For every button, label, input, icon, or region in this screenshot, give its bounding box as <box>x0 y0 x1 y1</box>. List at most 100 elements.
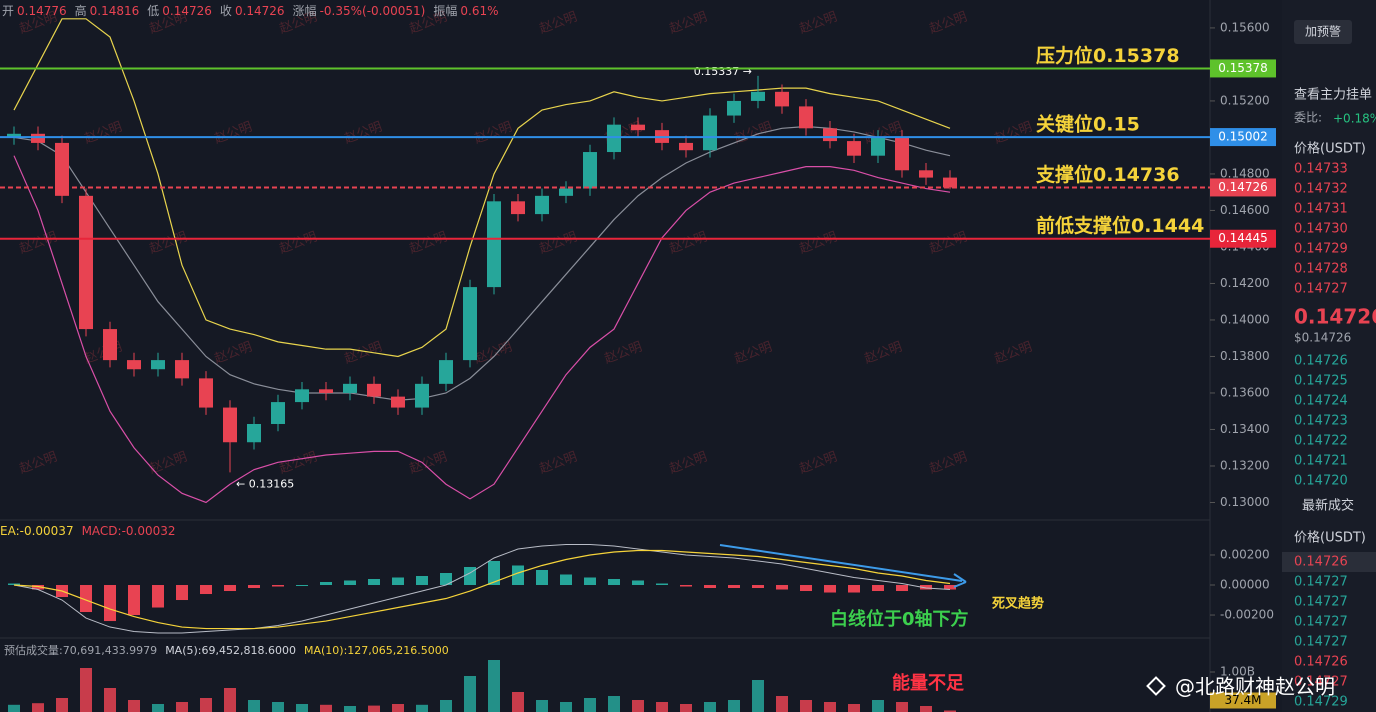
bid-price: 0.14723 <box>1294 414 1348 429</box>
volume-bar <box>8 704 20 712</box>
trade-price: 0.14727 <box>1294 575 1348 590</box>
candle-body <box>103 329 117 361</box>
volume-header-item: 预估成交量:70,691,433.9979 <box>4 643 157 657</box>
macd-bar <box>200 585 212 595</box>
quote-label: 开 <box>2 4 14 18</box>
high-annotation: 0.15337 → <box>694 65 752 78</box>
candle-body <box>31 133 45 143</box>
macd-bar <box>680 585 692 587</box>
quote-label: 低 <box>147 4 159 18</box>
macd-bar <box>128 585 140 616</box>
candle-body <box>823 128 837 142</box>
footer-icon <box>1146 676 1166 696</box>
candle-body <box>79 195 93 330</box>
low-annotation: ← 0.13165 <box>236 477 294 490</box>
ask-price: 0.14727 <box>1294 282 1348 297</box>
volume-header-item: MA(5):69,452,818.6000 <box>165 644 296 657</box>
macd-bar <box>104 585 116 622</box>
volume-bar <box>656 702 668 712</box>
quote-label: 振幅 <box>433 3 457 18</box>
orders-title[interactable]: 查看主力挂单 <box>1294 87 1372 103</box>
quote-value: 0.14816 <box>90 4 140 18</box>
macd-bar <box>632 580 644 586</box>
macd-bar <box>872 585 884 592</box>
candle-body <box>511 201 525 215</box>
macd-header-item: EA:-0.00037 <box>0 524 74 538</box>
macd-bar <box>344 580 356 586</box>
level-tag <box>1210 59 1276 78</box>
y-tick-label: -0.00200 <box>1220 608 1274 622</box>
volume-bar <box>896 702 908 712</box>
quote-value: -0.35%(-0.00051) <box>320 4 426 18</box>
volume-bar <box>776 696 788 712</box>
candle-body <box>943 177 957 188</box>
trade-price: 0.14727 <box>1294 595 1348 610</box>
candle-body <box>175 360 189 379</box>
macd-bar <box>368 579 380 586</box>
level-tag <box>1210 128 1276 147</box>
macd-bar <box>608 579 620 586</box>
level-text: 支撑位0.14736 <box>1035 163 1180 186</box>
bid-price: 0.14724 <box>1294 394 1348 409</box>
volume-bar <box>128 700 140 712</box>
y-tick-label: 0.14800 <box>1220 166 1270 180</box>
quote-value: 0.61% <box>460 4 498 18</box>
volume-bar <box>560 702 572 712</box>
macd-bar <box>440 572 452 586</box>
volume-bar <box>632 700 644 712</box>
y-tick-label: 1.00B <box>1220 665 1255 679</box>
candle-body <box>535 195 549 215</box>
bid-price: 0.14722 <box>1294 434 1348 449</box>
candle-body <box>223 407 237 443</box>
trade-highlight <box>1282 552 1376 572</box>
quote-value: 0.14726 <box>235 4 285 18</box>
bid-price: 0.14725 <box>1294 374 1348 389</box>
volume-bar <box>488 660 500 712</box>
bid-price: 0.14721 <box>1294 454 1348 469</box>
level-tag-label: 0.15378 <box>1218 61 1268 75</box>
macd-bar <box>248 585 260 589</box>
y-tick-label: 0.13200 <box>1220 458 1270 472</box>
y-tick-label: 0.14600 <box>1220 203 1270 217</box>
macd-bar <box>80 585 92 613</box>
y-tick-label: 0.13800 <box>1220 349 1270 363</box>
indicator-line <box>13 155 951 504</box>
volume-bar <box>584 698 596 712</box>
candle-body <box>703 115 717 151</box>
volume-bar <box>680 704 692 712</box>
footer-credit: @北路财神赵公明 <box>1175 675 1335 699</box>
ask-price: 0.14730 <box>1294 222 1348 237</box>
quote-label: 收 <box>220 4 232 18</box>
volume-bar <box>920 706 932 712</box>
macd-bar <box>8 583 20 586</box>
candle-body <box>295 389 309 403</box>
volume-bar <box>344 706 356 712</box>
volume-bar <box>512 692 524 712</box>
quote-value: 0.14776 <box>17 4 67 18</box>
candle-body <box>487 201 501 288</box>
level-tag-label: 0.14726 <box>1218 180 1268 194</box>
candle-body <box>559 188 573 196</box>
level-tag-label: 0.15002 <box>1218 130 1268 144</box>
macd-bar <box>512 565 524 586</box>
macd-bar <box>536 569 548 586</box>
candle-body <box>775 91 789 107</box>
macd-header-item: MACD:-0.00032 <box>82 524 176 538</box>
ask-price: 0.14729 <box>1294 242 1348 257</box>
volume-bar <box>152 704 164 712</box>
candle-body <box>799 106 813 129</box>
candle-body <box>271 402 285 424</box>
volume-bar <box>416 704 428 712</box>
ask-price: 0.14732 <box>1294 182 1348 197</box>
candle-body <box>55 142 69 196</box>
alert-button-label[interactable]: 加预警 <box>1305 24 1341 39</box>
volume-bar <box>176 702 188 712</box>
macd-bar <box>320 582 332 586</box>
volume-bar <box>608 696 620 712</box>
alert-button[interactable] <box>1294 20 1352 44</box>
candle-body <box>631 124 645 131</box>
trade-price: 0.14727 <box>1294 635 1348 650</box>
y-tick-label: 0.14000 <box>1220 312 1270 326</box>
volume-bar <box>56 698 68 712</box>
